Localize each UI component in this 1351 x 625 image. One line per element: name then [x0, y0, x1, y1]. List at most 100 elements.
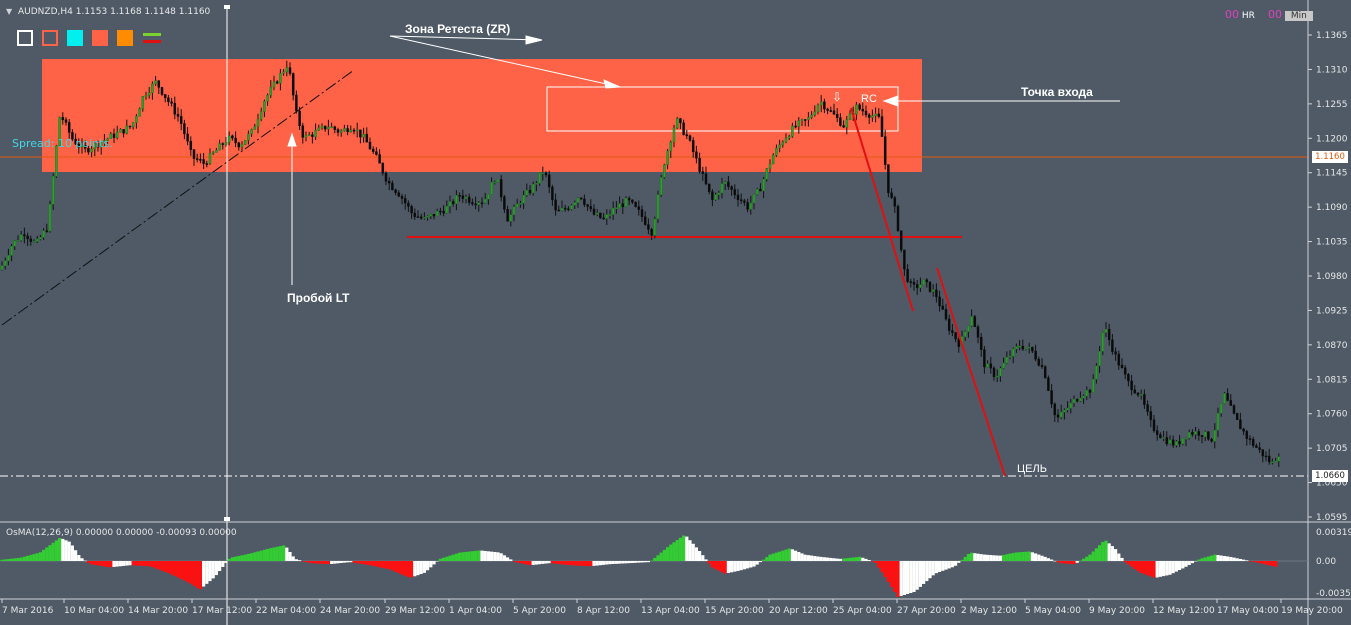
candle-body	[525, 190, 529, 196]
candle-body	[871, 115, 874, 118]
candle-body	[144, 95, 148, 97]
candle-body	[458, 195, 461, 197]
candle-body	[544, 172, 548, 176]
osma-bar	[381, 561, 385, 568]
candle-body	[999, 368, 1002, 377]
osma-bar	[243, 554, 247, 561]
color-swatch-3[interactable]	[92, 30, 108, 46]
osma-bar	[1158, 561, 1162, 577]
candle-body	[829, 110, 833, 112]
candle-body	[381, 162, 385, 174]
min-indicator[interactable]: 00 Min	[1268, 8, 1313, 21]
osma-bar	[1126, 561, 1130, 565]
osma-bar	[278, 546, 282, 561]
candle-body	[96, 143, 100, 148]
osma-bar	[499, 553, 503, 561]
price-tick: 1.1200	[1316, 134, 1348, 144]
osma-bar	[160, 561, 164, 571]
osma-bar	[307, 561, 311, 563]
candle-body	[211, 152, 215, 154]
candle-body	[995, 375, 999, 378]
osma-bar	[1274, 561, 1278, 567]
osma-bar	[986, 554, 990, 561]
osma-bar	[704, 559, 708, 561]
osma-bar	[141, 561, 145, 566]
osma-bar	[483, 550, 487, 561]
color-swatch-1[interactable]	[42, 30, 58, 46]
candle-body	[269, 86, 273, 96]
line-color-icon[interactable]	[143, 30, 161, 48]
color-swatch-2[interactable]	[67, 30, 83, 46]
osma-bar	[99, 561, 103, 566]
candle-body	[77, 143, 81, 148]
candle-body	[439, 210, 442, 213]
candle-body	[157, 80, 161, 88]
osma-bar	[86, 561, 90, 563]
candle-body	[1194, 431, 1197, 435]
osma-bar	[285, 547, 289, 561]
osma-bar	[80, 558, 84, 561]
candle-body	[141, 96, 145, 109]
osma-bar	[746, 561, 750, 569]
candle-body	[986, 363, 989, 368]
candle-body	[160, 87, 164, 95]
osma-bar	[822, 557, 826, 561]
osma-bar	[675, 540, 679, 561]
candle-body	[1248, 438, 1252, 440]
candle-body	[573, 202, 577, 206]
osma-bar	[493, 551, 497, 561]
candle-body	[247, 133, 250, 141]
osma-bar	[1258, 561, 1262, 564]
osma-bar	[730, 561, 734, 573]
osma-bar	[1174, 561, 1178, 572]
candle-body	[675, 118, 679, 129]
color-swatch-0[interactable]	[17, 30, 33, 46]
candle-body	[1239, 419, 1242, 430]
candle-body	[333, 126, 337, 130]
candle-body	[1219, 403, 1223, 414]
candle-body	[387, 181, 391, 184]
osma-bar	[275, 546, 279, 561]
osma-bar	[282, 545, 286, 561]
osma-bar	[883, 561, 887, 578]
osma-bar	[198, 561, 202, 590]
candle-body	[858, 104, 861, 110]
osma-bar	[605, 561, 609, 565]
hr-indicator[interactable]: 00 HR	[1225, 8, 1255, 21]
osma-bar	[998, 555, 1002, 561]
osma-bar	[1181, 561, 1185, 569]
osma-bar	[221, 561, 225, 567]
candle-body	[301, 125, 305, 138]
osma-bar	[205, 561, 209, 584]
candle-body	[317, 127, 321, 131]
time-tick: 15 Apr 20:00	[705, 606, 764, 616]
osma-bar	[518, 561, 522, 564]
candle-body	[1271, 461, 1274, 463]
osma-bar	[771, 553, 775, 561]
candle-body	[989, 363, 993, 369]
candle-body	[250, 129, 253, 135]
candle-body	[1136, 392, 1140, 396]
candle-body	[880, 116, 884, 137]
osma-bar	[1072, 561, 1076, 565]
collapse-triangle-icon[interactable]: ▼	[6, 7, 13, 16]
osma-bar	[70, 545, 74, 561]
osma-bar	[64, 540, 68, 561]
candle-body	[320, 125, 324, 129]
osma-bar	[1024, 551, 1028, 561]
osma-bar	[1171, 561, 1175, 574]
osma-bar	[1011, 552, 1015, 561]
candle-body	[19, 234, 23, 241]
candle-body	[957, 338, 961, 347]
candle-body	[835, 114, 839, 118]
spread-label: Spread: 10 points.	[12, 137, 113, 150]
candle-body	[355, 129, 359, 132]
candle-body	[951, 330, 954, 333]
osma-bar	[250, 553, 254, 561]
rc-label: RC	[861, 93, 877, 105]
osma-bar	[400, 561, 404, 575]
osma-bar	[829, 557, 833, 561]
color-swatch-4[interactable]	[117, 30, 133, 46]
candle-body	[695, 151, 698, 159]
